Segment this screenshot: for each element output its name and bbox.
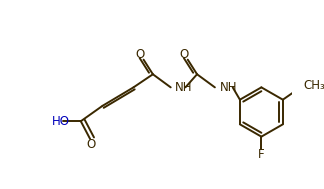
Text: CH₃: CH₃ [304, 79, 324, 92]
Text: HO: HO [52, 115, 70, 128]
Text: F: F [258, 148, 265, 161]
Text: O: O [179, 48, 189, 61]
Text: O: O [135, 48, 144, 61]
Text: NH: NH [220, 81, 237, 94]
Text: O: O [86, 138, 96, 151]
Text: NH: NH [175, 81, 193, 94]
